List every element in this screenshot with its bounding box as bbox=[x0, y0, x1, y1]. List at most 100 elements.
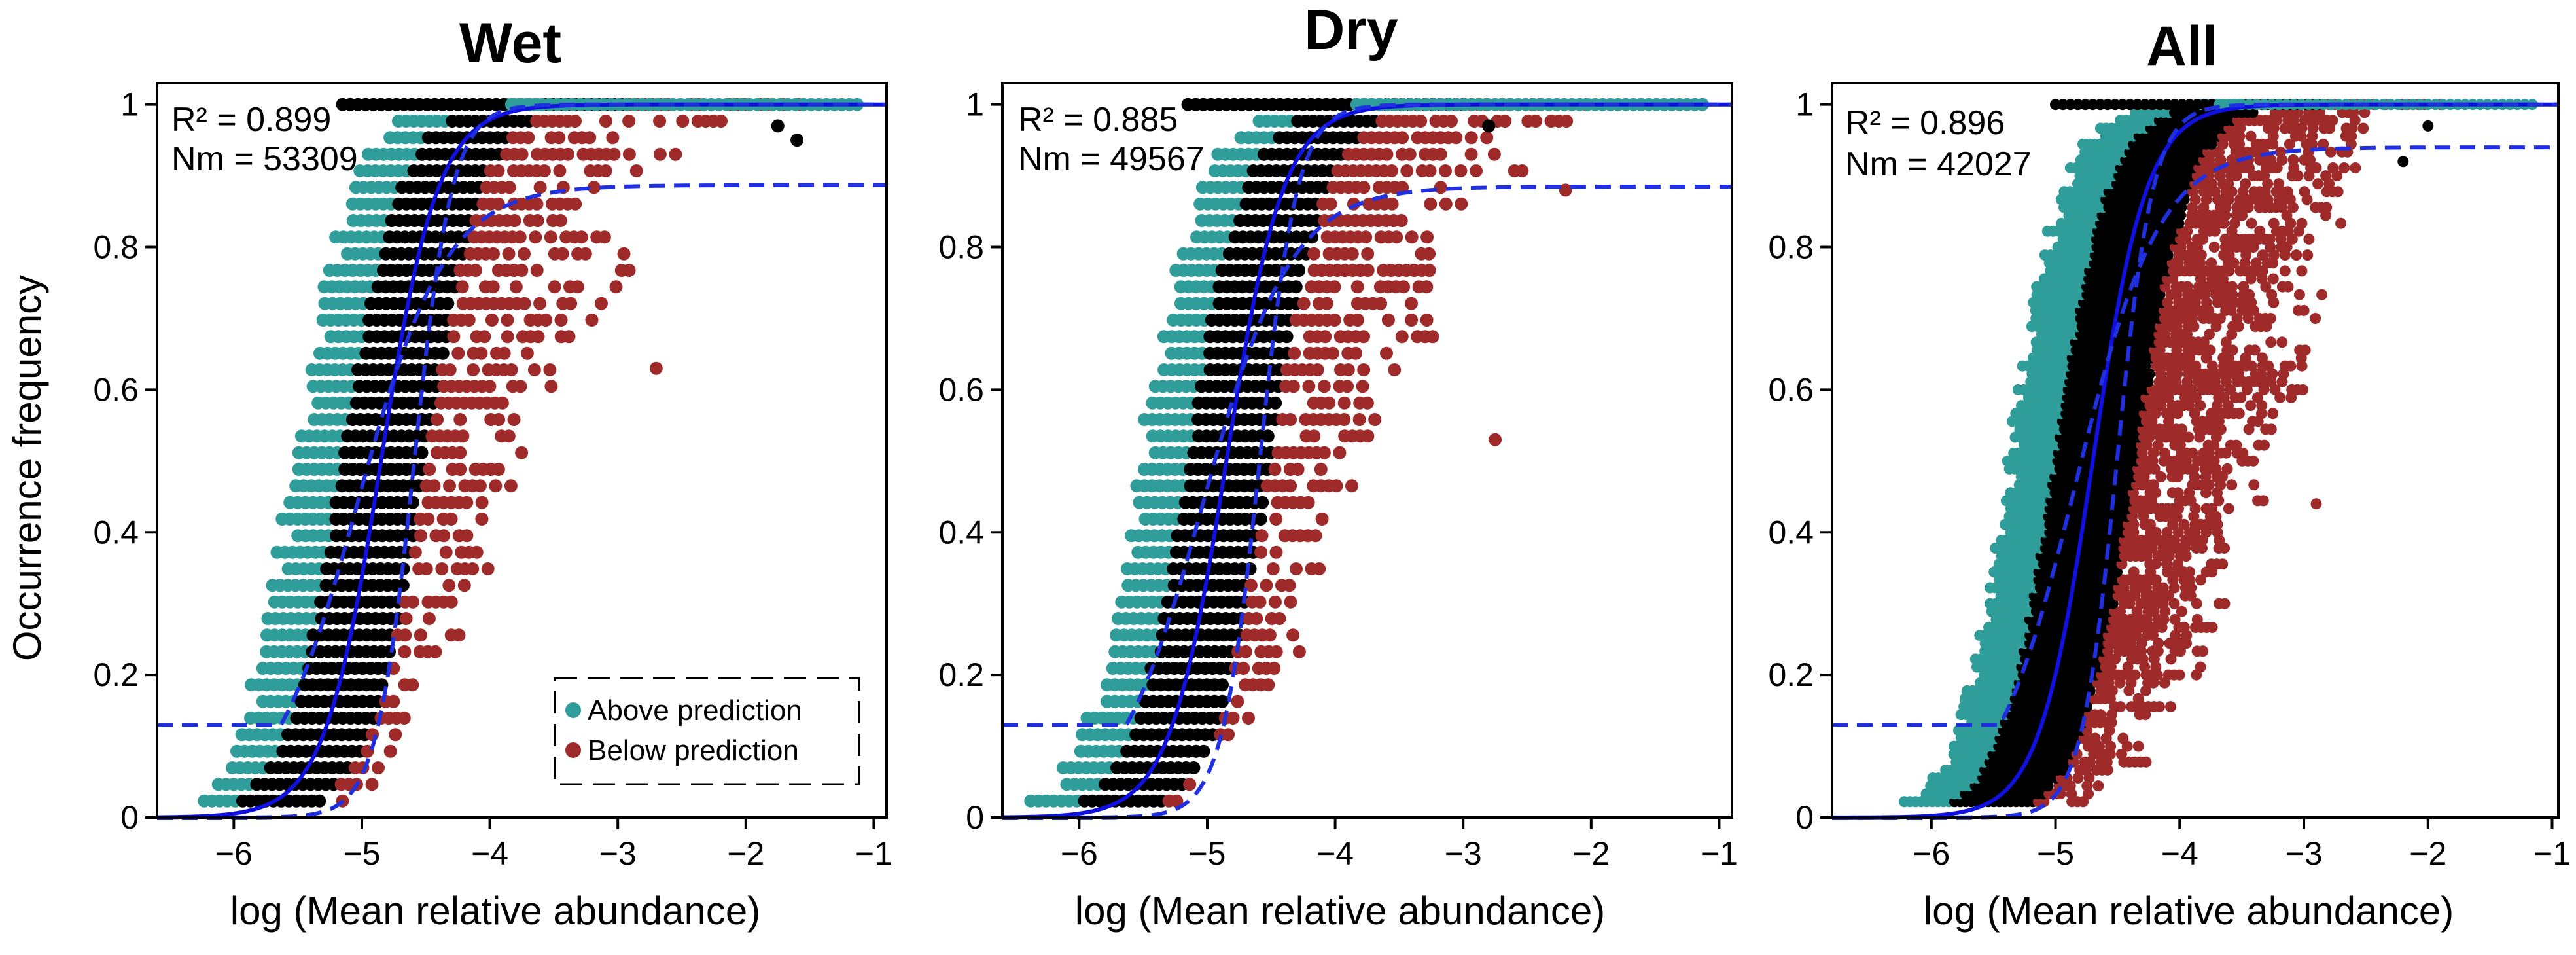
scatter-point bbox=[2175, 242, 2187, 253]
scatter-point bbox=[561, 147, 575, 161]
scatter-point bbox=[715, 115, 728, 128]
scatter-points bbox=[1024, 98, 1709, 808]
scatter-point bbox=[2140, 360, 2151, 372]
scatter-point bbox=[473, 479, 487, 493]
scatter-point bbox=[606, 131, 620, 145]
scatter-point bbox=[583, 131, 597, 145]
scatter-point bbox=[1357, 363, 1371, 376]
scatter-point bbox=[2150, 574, 2162, 586]
scatter-point bbox=[397, 712, 411, 725]
scatter-point bbox=[569, 197, 582, 211]
scatter-point bbox=[2153, 701, 2165, 713]
scatter-point bbox=[1480, 131, 1494, 145]
scatter-point bbox=[1322, 396, 1336, 410]
scatter-point bbox=[1361, 429, 1375, 443]
scatter-point bbox=[2157, 598, 2169, 609]
scatter-point bbox=[2226, 479, 2238, 491]
scatter-point bbox=[539, 314, 553, 327]
scatter-point bbox=[2136, 645, 2147, 657]
scatter-point bbox=[1222, 728, 1235, 742]
scatter-point bbox=[2248, 242, 2259, 253]
scatter-point bbox=[2231, 439, 2242, 451]
scatter-point bbox=[2321, 202, 2333, 213]
scatter-point bbox=[1197, 744, 1210, 758]
scatter-point bbox=[1361, 264, 1375, 277]
scatter-point bbox=[1352, 413, 1366, 426]
scatter-point bbox=[439, 545, 453, 559]
scatter-point bbox=[503, 181, 516, 194]
scatter-point bbox=[1244, 579, 1258, 592]
legend-below-marker bbox=[565, 742, 581, 758]
fit-curves bbox=[1002, 102, 1732, 820]
scatter-point bbox=[491, 463, 505, 476]
scatter-point bbox=[2147, 479, 2159, 491]
scatter-point bbox=[2154, 289, 2166, 300]
scatter-point bbox=[1350, 314, 1364, 327]
y-tick-label: 0.6 bbox=[938, 371, 984, 408]
scatter-point bbox=[1313, 562, 1326, 575]
scatter-point bbox=[1288, 346, 1301, 360]
y-axis-label: Occurrence frequency bbox=[5, 275, 49, 661]
scatter-point bbox=[2204, 329, 2215, 340]
scatter-point bbox=[2145, 518, 2156, 530]
scatter-point bbox=[2240, 178, 2251, 190]
scatter-point bbox=[1390, 230, 1403, 244]
scatter-point bbox=[1333, 446, 1347, 459]
legend-box bbox=[554, 677, 860, 785]
scatter-point bbox=[1341, 363, 1355, 376]
scatter-point bbox=[2179, 543, 2191, 554]
scatter-point bbox=[2271, 162, 2283, 173]
scatter-point bbox=[2172, 487, 2184, 499]
scatter-point bbox=[2187, 313, 2198, 324]
scatter-point bbox=[2303, 233, 2315, 245]
scatter-point bbox=[1266, 562, 1280, 575]
scatter-point bbox=[1263, 628, 1277, 642]
scatter-point bbox=[1256, 496, 1269, 509]
scatter-point bbox=[2219, 543, 2231, 554]
scatter-point bbox=[1307, 429, 1321, 443]
scatter-point bbox=[1292, 264, 1306, 277]
plot-frame bbox=[1001, 82, 1733, 819]
x-tick-label: −5 bbox=[343, 835, 380, 872]
panel-wet: Wet −6 −5 −4 −3 −2 −100.20.40.60.81 R² = 0.89… bbox=[93, 12, 892, 933]
scatter-point bbox=[1269, 645, 1283, 658]
scatter-point bbox=[2129, 669, 2141, 681]
scatter-point bbox=[2208, 455, 2220, 467]
scatter-point bbox=[1445, 115, 1458, 128]
scatter-point bbox=[2089, 732, 2101, 744]
scatter-point bbox=[515, 446, 529, 459]
scatter-point bbox=[2298, 304, 2310, 316]
scatter-point bbox=[427, 479, 441, 493]
scatter-point bbox=[1269, 513, 1283, 526]
scatter-point bbox=[452, 628, 466, 642]
scatter-point bbox=[2217, 273, 2229, 285]
scatter-point bbox=[531, 330, 545, 344]
x-tick-label: −4 bbox=[1316, 835, 1354, 872]
scatter-point bbox=[1269, 396, 1282, 410]
scatter-point bbox=[2227, 289, 2238, 300]
scatter-point bbox=[2257, 495, 2269, 507]
scatter-point bbox=[1284, 413, 1297, 426]
scatter-point bbox=[553, 164, 567, 177]
scatter-point bbox=[474, 346, 488, 360]
scatter-point bbox=[501, 330, 514, 344]
scatter-point bbox=[2238, 281, 2250, 293]
scatter-point bbox=[2104, 748, 2116, 760]
scatter-point bbox=[2178, 518, 2190, 530]
scatter-point bbox=[481, 562, 495, 575]
scatter-point bbox=[415, 446, 429, 459]
scatter-point bbox=[2174, 669, 2185, 681]
scatter-point bbox=[2227, 344, 2238, 356]
scatter-point bbox=[2115, 701, 2126, 713]
x-axis-label: log (Mean relative abundance) bbox=[230, 889, 761, 933]
scatter-point bbox=[1269, 545, 1283, 559]
scatter-point bbox=[1420, 230, 1434, 244]
scatter-point bbox=[1388, 363, 1402, 376]
scatter-point bbox=[2206, 257, 2217, 269]
scatter-point bbox=[554, 314, 568, 327]
scatter-point bbox=[1317, 380, 1331, 393]
scatter-point bbox=[2204, 344, 2216, 356]
scatter-point bbox=[1405, 297, 1418, 310]
scatter-point bbox=[2332, 186, 2344, 198]
scatter-point bbox=[1439, 164, 1452, 177]
